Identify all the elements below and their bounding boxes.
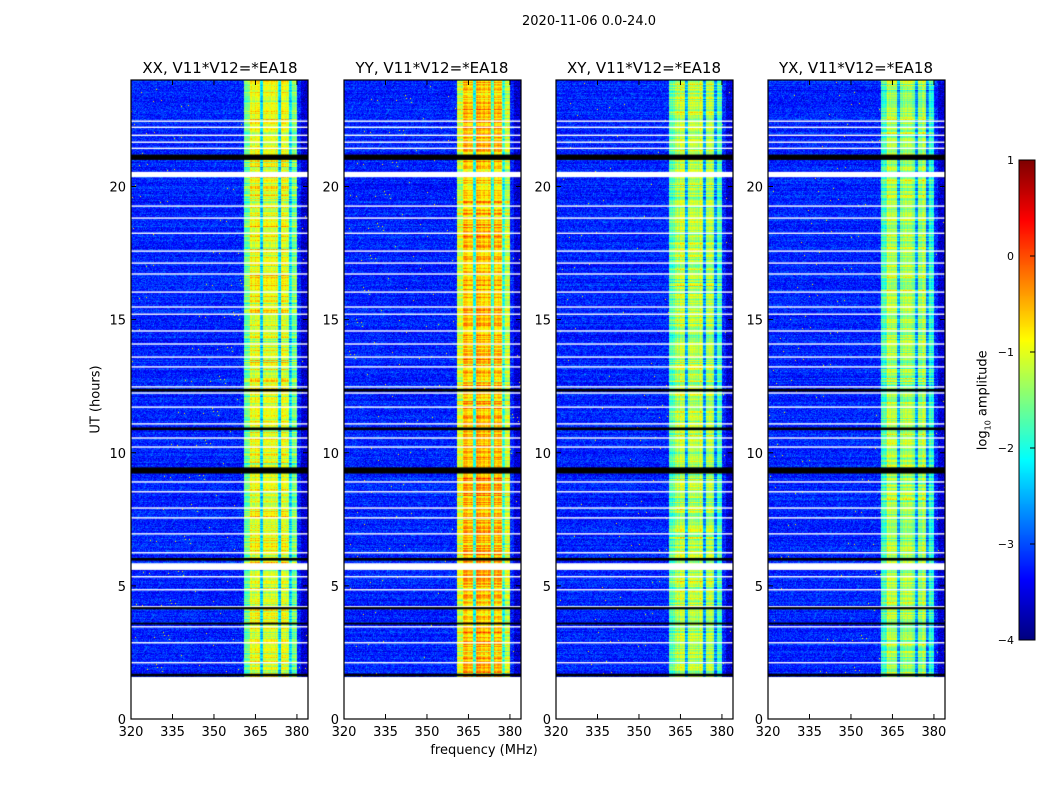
colorbar-tick-label: 1: [1007, 154, 1014, 167]
heatmap-xy: [556, 80, 733, 719]
y-tick-label: 20: [534, 181, 551, 196]
panel-title-yy: YY, V11*V12=*EA18: [355, 59, 509, 77]
heatmap-xx: [131, 80, 308, 719]
y-tick-label: 10: [109, 447, 126, 462]
colorbar-label-sub: 10: [983, 420, 993, 431]
x-tick-label: 335: [585, 725, 610, 740]
x-tick-label: 350: [627, 725, 652, 740]
x-tick-label: 320: [119, 725, 144, 740]
y-tick-label: 10: [746, 447, 763, 462]
heatmap-yy: [344, 80, 521, 719]
x-tick-label: 380: [710, 725, 735, 740]
panel-frame: [767, 79, 946, 720]
y-axis-label: UT (hours): [88, 365, 104, 434]
x-axis-label: frequency (MHz): [430, 743, 538, 758]
panel-frame: [555, 79, 734, 720]
y-tick-label: 0: [543, 713, 551, 728]
y-tick-label: 15: [746, 314, 763, 329]
x-tick-label: 350: [839, 725, 864, 740]
y-tick-label: 15: [534, 314, 551, 329]
x-tick-label: 365: [243, 725, 268, 740]
colorbar-label: log10 amplitude: [976, 330, 993, 470]
y-tick-label: 15: [322, 314, 339, 329]
y-tick-label: 20: [322, 181, 339, 196]
y-tick-label: 0: [118, 713, 126, 728]
colorbar-tick-label: −4: [998, 634, 1014, 647]
x-tick-label: 365: [456, 725, 481, 740]
y-tick-label: 5: [755, 580, 763, 595]
x-tick-label: 365: [880, 725, 905, 740]
y-tick-label: 15: [109, 314, 126, 329]
colorbar-tick-label: −1: [998, 346, 1014, 359]
figure-title: 2020-11-06 0.0-24.0: [522, 14, 656, 29]
y-tick-label: 5: [118, 580, 126, 595]
colorbar-frame: [1018, 159, 1036, 641]
colorbar-tick-label: 0: [1007, 250, 1014, 263]
panel-frame: [130, 79, 309, 720]
x-tick-label: 365: [668, 725, 693, 740]
y-tick-label: 10: [322, 447, 339, 462]
x-tick-label: 350: [202, 725, 227, 740]
y-tick-label: 5: [331, 580, 339, 595]
x-tick-label: 380: [922, 725, 947, 740]
panel-title-xy: XY, V11*V12=*EA18: [566, 59, 722, 77]
colorbar-label-log: log: [975, 430, 991, 451]
y-tick-label: 5: [543, 580, 551, 595]
y-tick-label: 10: [534, 447, 551, 462]
x-tick-label: 380: [498, 725, 523, 740]
x-tick-label: 350: [415, 725, 440, 740]
y-tick-label: 0: [331, 713, 339, 728]
x-tick-label: 335: [160, 725, 185, 740]
panel-title-xx: XX, V11*V12=*EA18: [142, 59, 298, 77]
x-tick-label: 380: [285, 725, 310, 740]
x-tick-label: 335: [373, 725, 398, 740]
y-tick-label: 0: [755, 713, 763, 728]
x-tick-label: 320: [332, 725, 357, 740]
y-tick-label: 20: [746, 181, 763, 196]
y-tick-label: 20: [109, 181, 126, 196]
colorbar: [1019, 160, 1035, 640]
colorbar-tick-label: −3: [998, 538, 1014, 551]
heatmap-yx: [768, 80, 945, 719]
x-tick-label: 320: [756, 725, 781, 740]
x-tick-label: 320: [544, 725, 569, 740]
x-tick-label: 335: [797, 725, 822, 740]
colorbar-label-rest: amplitude: [975, 350, 991, 421]
panel-frame: [343, 79, 522, 720]
colorbar-tick-label: −2: [998, 442, 1014, 455]
panel-title-yx: YX, V11*V12=*EA18: [778, 59, 934, 77]
